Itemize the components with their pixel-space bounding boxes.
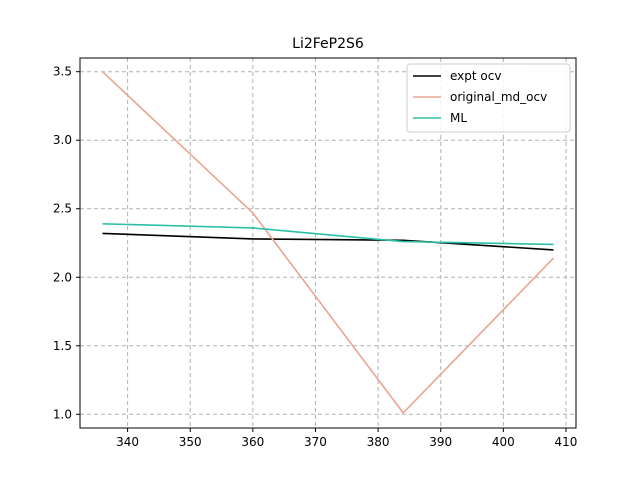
- legend: expt ocv original_md_ocv ML: [406, 63, 571, 133]
- plot-series: [101, 71, 555, 414]
- series-line: [102, 223, 554, 246]
- x-tick-label: 360: [241, 435, 264, 449]
- legend-label: ML: [450, 111, 467, 125]
- y-tick-label: 3.5: [53, 65, 72, 79]
- legend-label: expt ocv: [450, 69, 501, 83]
- legend-box: [406, 63, 571, 133]
- y-tick-label: 2.0: [53, 270, 72, 284]
- series-line: [102, 232, 554, 251]
- grid: [80, 58, 576, 428]
- legend-label: original_md_ocv: [450, 90, 547, 104]
- x-tick-label: 380: [367, 435, 390, 449]
- plot-frame: [79, 57, 577, 429]
- x-tick-label: 410: [555, 435, 578, 449]
- chart-title: Li2FeP2S6: [292, 36, 364, 52]
- x-tick-label: 350: [179, 435, 202, 449]
- axes: 340 350 360 370 380 390 400 410 1.0 1.5 2.0 2.5 3.0 3…: [53, 65, 578, 449]
- x-tick-label: 370: [304, 435, 327, 449]
- y-tick-label: 2.5: [53, 202, 72, 216]
- x-tick-label: 400: [492, 435, 515, 449]
- y-tick-label: 1.5: [53, 339, 72, 353]
- y-tick-label: 1.0: [53, 407, 72, 421]
- y-tick-label: 3.0: [53, 133, 72, 147]
- x-tick-label: 390: [429, 435, 452, 449]
- x-tick-label: 340: [116, 435, 139, 449]
- series-line: [101, 71, 555, 414]
